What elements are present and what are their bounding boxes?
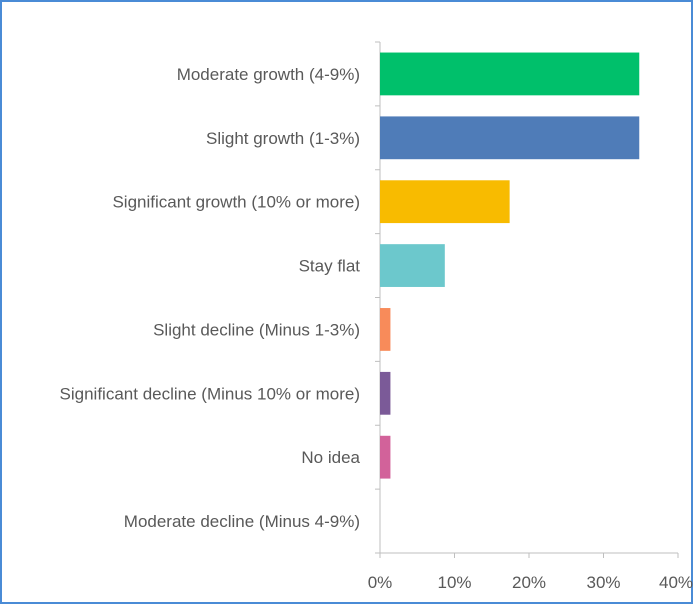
- category-label: Significant growth (10% or more): [112, 193, 360, 212]
- bar-4: [380, 244, 445, 287]
- bar-6: [380, 371, 391, 415]
- category-label: Stay flat: [299, 257, 361, 276]
- bar-5: [380, 308, 391, 351]
- bar-1: [380, 52, 640, 96]
- x-tick-label: 40%: [659, 573, 693, 592]
- category-label: Moderate growth (4-9%): [177, 65, 360, 84]
- category-label: Slight growth (1-3%): [206, 129, 360, 148]
- x-tick-label: 10%: [437, 573, 471, 592]
- category-label: Significant decline (Minus 10% or more): [60, 384, 360, 403]
- category-label: Slight decline (Minus 1-3%): [153, 320, 360, 339]
- category-label: No idea: [301, 448, 360, 467]
- category-label: Moderate decline (Minus 4-9%): [124, 512, 360, 531]
- bar-7: [380, 435, 391, 479]
- x-tick-label: 0%: [368, 573, 393, 592]
- x-tick-label: 30%: [586, 573, 620, 592]
- bar-2: [380, 116, 640, 160]
- bar-3: [380, 180, 510, 224]
- x-tick-label: 20%: [512, 573, 546, 592]
